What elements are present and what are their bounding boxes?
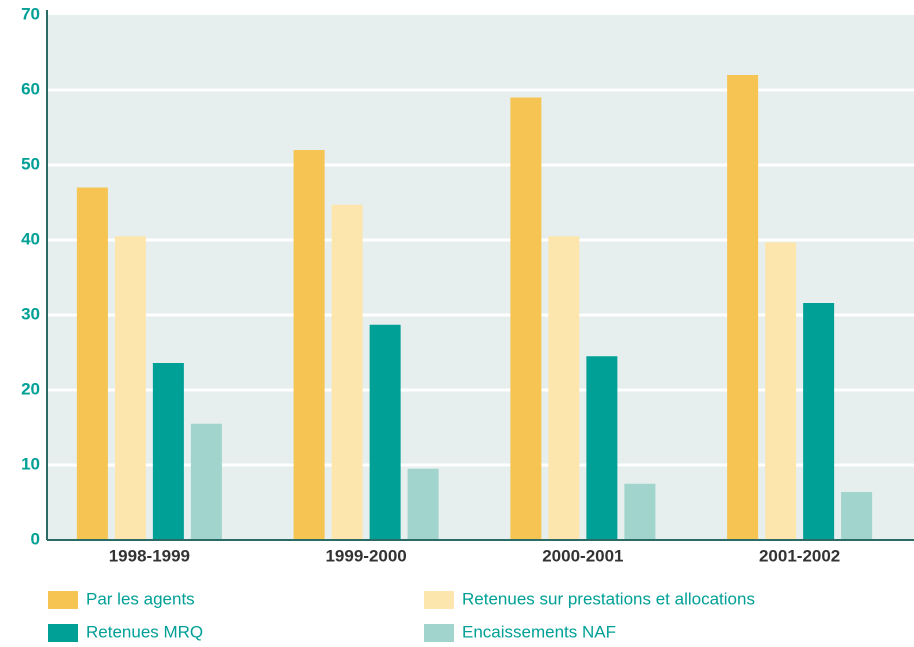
bar xyxy=(190,423,222,540)
x-tick-label: 2000-2001 xyxy=(542,546,623,565)
x-tick-label: 2001-2002 xyxy=(759,546,840,565)
bar xyxy=(152,363,184,540)
y-tick-label: 50 xyxy=(21,154,40,173)
y-tick-label: 70 xyxy=(21,4,40,23)
legend-swatch xyxy=(48,591,78,609)
legend-label: Retenues sur prestations et allocations xyxy=(462,589,755,608)
bar xyxy=(407,468,439,540)
bar xyxy=(586,356,618,540)
x-tick-label: 1999-2000 xyxy=(325,546,406,565)
y-tick-label: 0 xyxy=(31,529,40,548)
x-tick-label: 1998-1999 xyxy=(109,546,190,565)
y-tick-label: 10 xyxy=(21,454,40,473)
bar xyxy=(369,324,401,540)
y-tick-label: 30 xyxy=(21,304,40,323)
bar xyxy=(114,236,146,540)
bar xyxy=(765,242,797,540)
legend-swatch xyxy=(424,624,454,642)
bar xyxy=(293,150,325,540)
legend-label: Retenues MRQ xyxy=(86,622,203,641)
bar xyxy=(727,75,759,540)
y-tick-label: 20 xyxy=(21,379,40,398)
bar xyxy=(76,187,108,540)
bar xyxy=(548,236,580,540)
y-tick-label: 60 xyxy=(21,79,40,98)
y-tick-label: 40 xyxy=(21,229,40,248)
bar xyxy=(510,97,542,540)
legend-label: Encaissements NAF xyxy=(462,622,616,641)
bar xyxy=(841,492,873,540)
legend-swatch xyxy=(424,591,454,609)
bar xyxy=(624,483,656,540)
legend-swatch xyxy=(48,624,78,642)
bar xyxy=(331,204,363,540)
bar xyxy=(803,303,835,540)
legend-label: Par les agents xyxy=(86,589,195,608)
